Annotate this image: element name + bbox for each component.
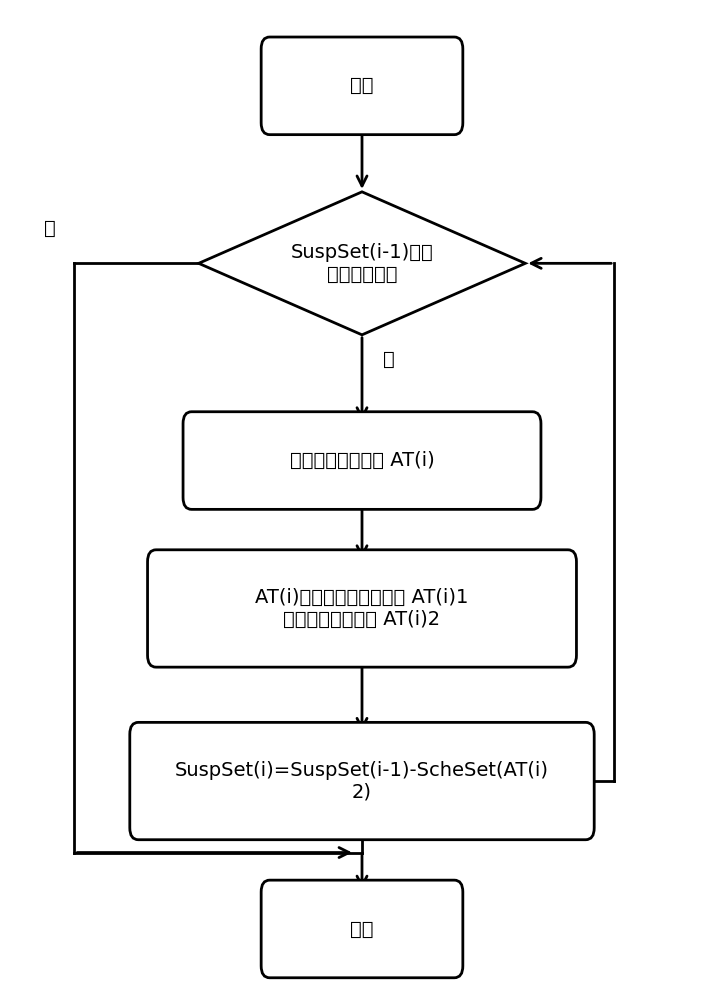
Text: 生成附加测试用例 AT(i): 生成附加测试用例 AT(i) bbox=[290, 451, 434, 470]
Text: AT(i)分为失效测试用例集 AT(i)1
和通过测试用例集 AT(i)2: AT(i)分为失效测试用例集 AT(i)1 和通过测试用例集 AT(i)2 bbox=[256, 588, 468, 629]
Text: SuspSet(i)=SuspSet(i-1)-ScheSet(AT(i)
2): SuspSet(i)=SuspSet(i-1)-ScheSet(AT(i) 2) bbox=[175, 761, 549, 802]
FancyBboxPatch shape bbox=[261, 37, 463, 135]
Text: 开始: 开始 bbox=[350, 76, 374, 95]
Text: SuspSet(i-1)是否
达到预期要求: SuspSet(i-1)是否 达到预期要求 bbox=[290, 243, 434, 284]
FancyBboxPatch shape bbox=[261, 880, 463, 978]
Text: 是: 是 bbox=[43, 219, 56, 238]
FancyBboxPatch shape bbox=[183, 412, 541, 509]
Text: 结束: 结束 bbox=[350, 919, 374, 938]
Polygon shape bbox=[198, 192, 526, 335]
FancyBboxPatch shape bbox=[130, 722, 594, 840]
FancyBboxPatch shape bbox=[148, 550, 576, 667]
Text: 否: 否 bbox=[383, 350, 395, 369]
